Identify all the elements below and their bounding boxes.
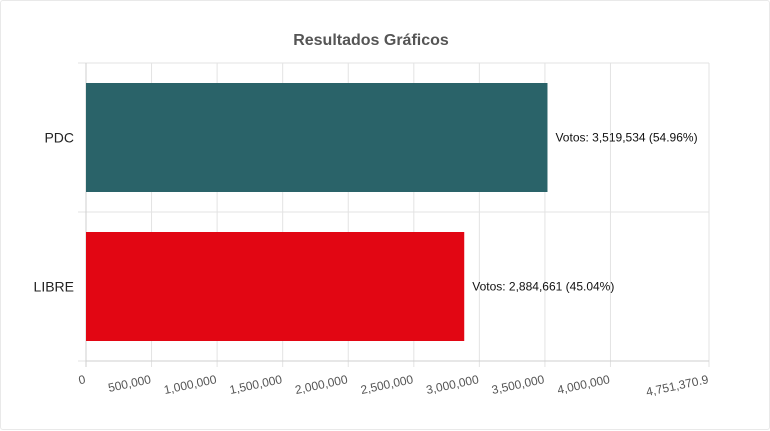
category-label: LIBRE bbox=[34, 279, 74, 295]
x-tick-label: 500,000 bbox=[107, 372, 153, 395]
x-tick-label: 4,000,000 bbox=[556, 372, 611, 397]
bar-pdc bbox=[86, 83, 548, 192]
x-tick-label: 4,751,370.9 bbox=[645, 372, 710, 399]
x-tick-label: 2,500,000 bbox=[359, 372, 414, 397]
chart-title: Resultados Gráficos bbox=[293, 32, 449, 49]
x-tick-label: 1,000,000 bbox=[163, 372, 218, 397]
data-label: Votos: 3,519,534 (54.96%) bbox=[555, 131, 697, 145]
bar-libre bbox=[86, 232, 465, 341]
x-tick-label: 3,000,000 bbox=[425, 372, 480, 397]
data-label: Votos: 2,884,661 (45.04%) bbox=[472, 280, 614, 294]
x-tick-label: 2,000,000 bbox=[294, 372, 349, 397]
x-tick-label: 3,500,000 bbox=[490, 372, 545, 397]
x-tick-label: 0 bbox=[77, 372, 87, 387]
category-label: PDC bbox=[44, 130, 74, 146]
x-tick-label: 1,500,000 bbox=[228, 372, 283, 397]
